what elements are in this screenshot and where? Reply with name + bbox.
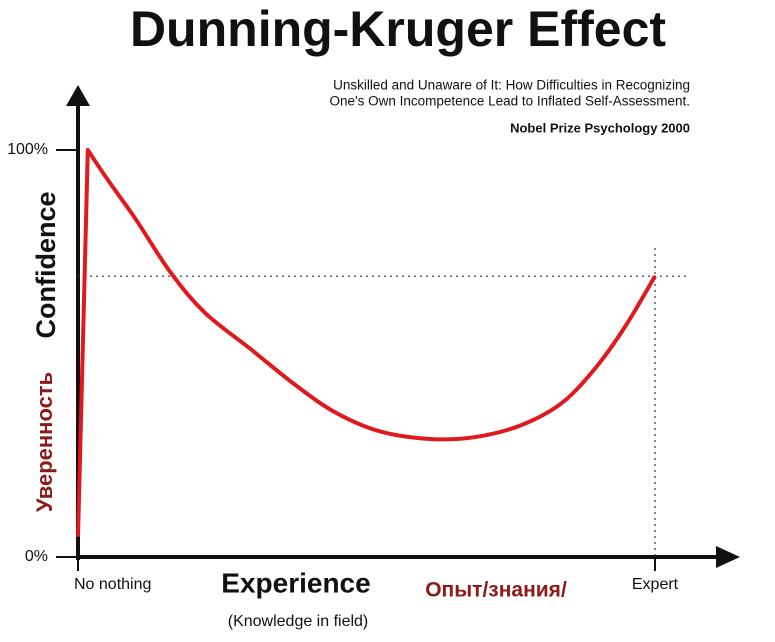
x-axis-label-translation: Опыт/знания/ xyxy=(425,579,567,602)
y-axis-label-translation: Уверенность xyxy=(32,372,57,512)
x-axis-label: Experience xyxy=(221,567,370,598)
x-tick-label: No nothing xyxy=(74,576,151,593)
x-axis-arrow xyxy=(716,546,740,568)
x-tick-label: Expert xyxy=(632,576,679,593)
subtitle: Unskilled and Unaware of It: How Difficu… xyxy=(333,78,690,93)
y-tick-label: 100% xyxy=(7,141,48,158)
y-axis-label: Confidence xyxy=(31,191,61,338)
y-axis-arrow xyxy=(66,85,90,106)
source: Nobel Prize Psychology 2000 xyxy=(510,120,690,135)
curve xyxy=(76,148,657,537)
chart-title: Dunning-Kruger Effect xyxy=(130,1,666,57)
x-axis-sublabel: (Knowledge in field) xyxy=(228,613,369,630)
subtitle: One's Own Incompetence Lead to Inflated … xyxy=(329,94,690,109)
y-tick-label: 0% xyxy=(25,548,48,565)
